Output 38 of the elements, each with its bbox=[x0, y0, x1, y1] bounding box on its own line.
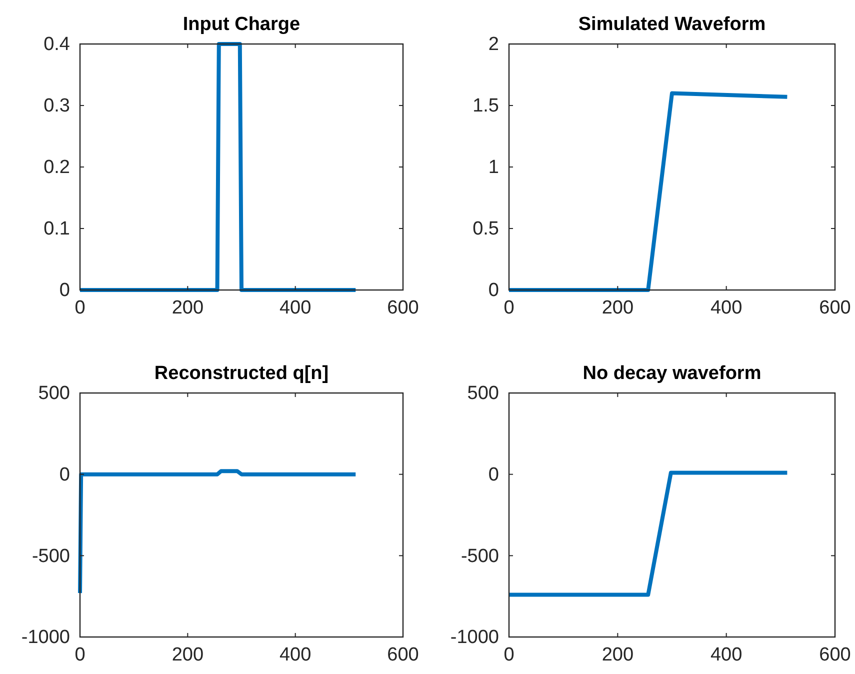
y-tick-label: 1 bbox=[488, 157, 499, 178]
x-tick-label: 600 bbox=[819, 644, 851, 666]
x-tick-label: 0 bbox=[74, 644, 86, 666]
x-tick-label: 0 bbox=[74, 297, 86, 318]
x-tick-label: 400 bbox=[279, 297, 312, 318]
y-tick-label: 0.3 bbox=[44, 96, 70, 117]
chart-title: Input Charge bbox=[182, 14, 300, 35]
chart-title: Simulated Waveform bbox=[578, 14, 766, 35]
x-tick-label: 200 bbox=[602, 644, 634, 666]
x-tick-label: 400 bbox=[279, 644, 312, 666]
y-tick-label: 0 bbox=[59, 464, 70, 486]
chart-title: Reconstructed q[n] bbox=[154, 363, 329, 384]
y-tick-label: 0 bbox=[488, 464, 499, 486]
x-tick-label: 400 bbox=[710, 644, 742, 666]
y-tick-label: 500 bbox=[467, 383, 499, 404]
x-tick-label: 200 bbox=[602, 297, 634, 318]
x-tick-label: 400 bbox=[710, 297, 742, 318]
y-tick-label: 0.2 bbox=[44, 157, 70, 178]
x-tick-label: 600 bbox=[387, 644, 419, 666]
x-tick-label: 200 bbox=[172, 297, 204, 318]
y-tick-label: 0.1 bbox=[44, 218, 70, 240]
y-tick-label: 1.5 bbox=[472, 96, 499, 117]
y-tick-label: 500 bbox=[38, 383, 70, 404]
x-tick-label: 600 bbox=[387, 297, 419, 318]
x-tick-label: 600 bbox=[819, 297, 851, 318]
y-tick-label: 2 bbox=[488, 34, 499, 56]
y-tick-label: -1000 bbox=[450, 627, 499, 648]
x-tick-label: 0 bbox=[504, 297, 514, 318]
y-tick-label: -1000 bbox=[21, 627, 70, 648]
y-tick-label: -500 bbox=[460, 546, 499, 567]
chart-title: No decay waveform bbox=[582, 363, 762, 384]
y-tick-label: 0 bbox=[488, 280, 499, 302]
y-tick-label: 0.4 bbox=[44, 34, 70, 56]
y-tick-label: -500 bbox=[32, 546, 70, 567]
y-tick-label: 0 bbox=[59, 280, 70, 302]
x-tick-label: 0 bbox=[504, 644, 514, 666]
x-tick-label: 200 bbox=[172, 644, 204, 666]
y-tick-label: 0.5 bbox=[472, 218, 499, 240]
